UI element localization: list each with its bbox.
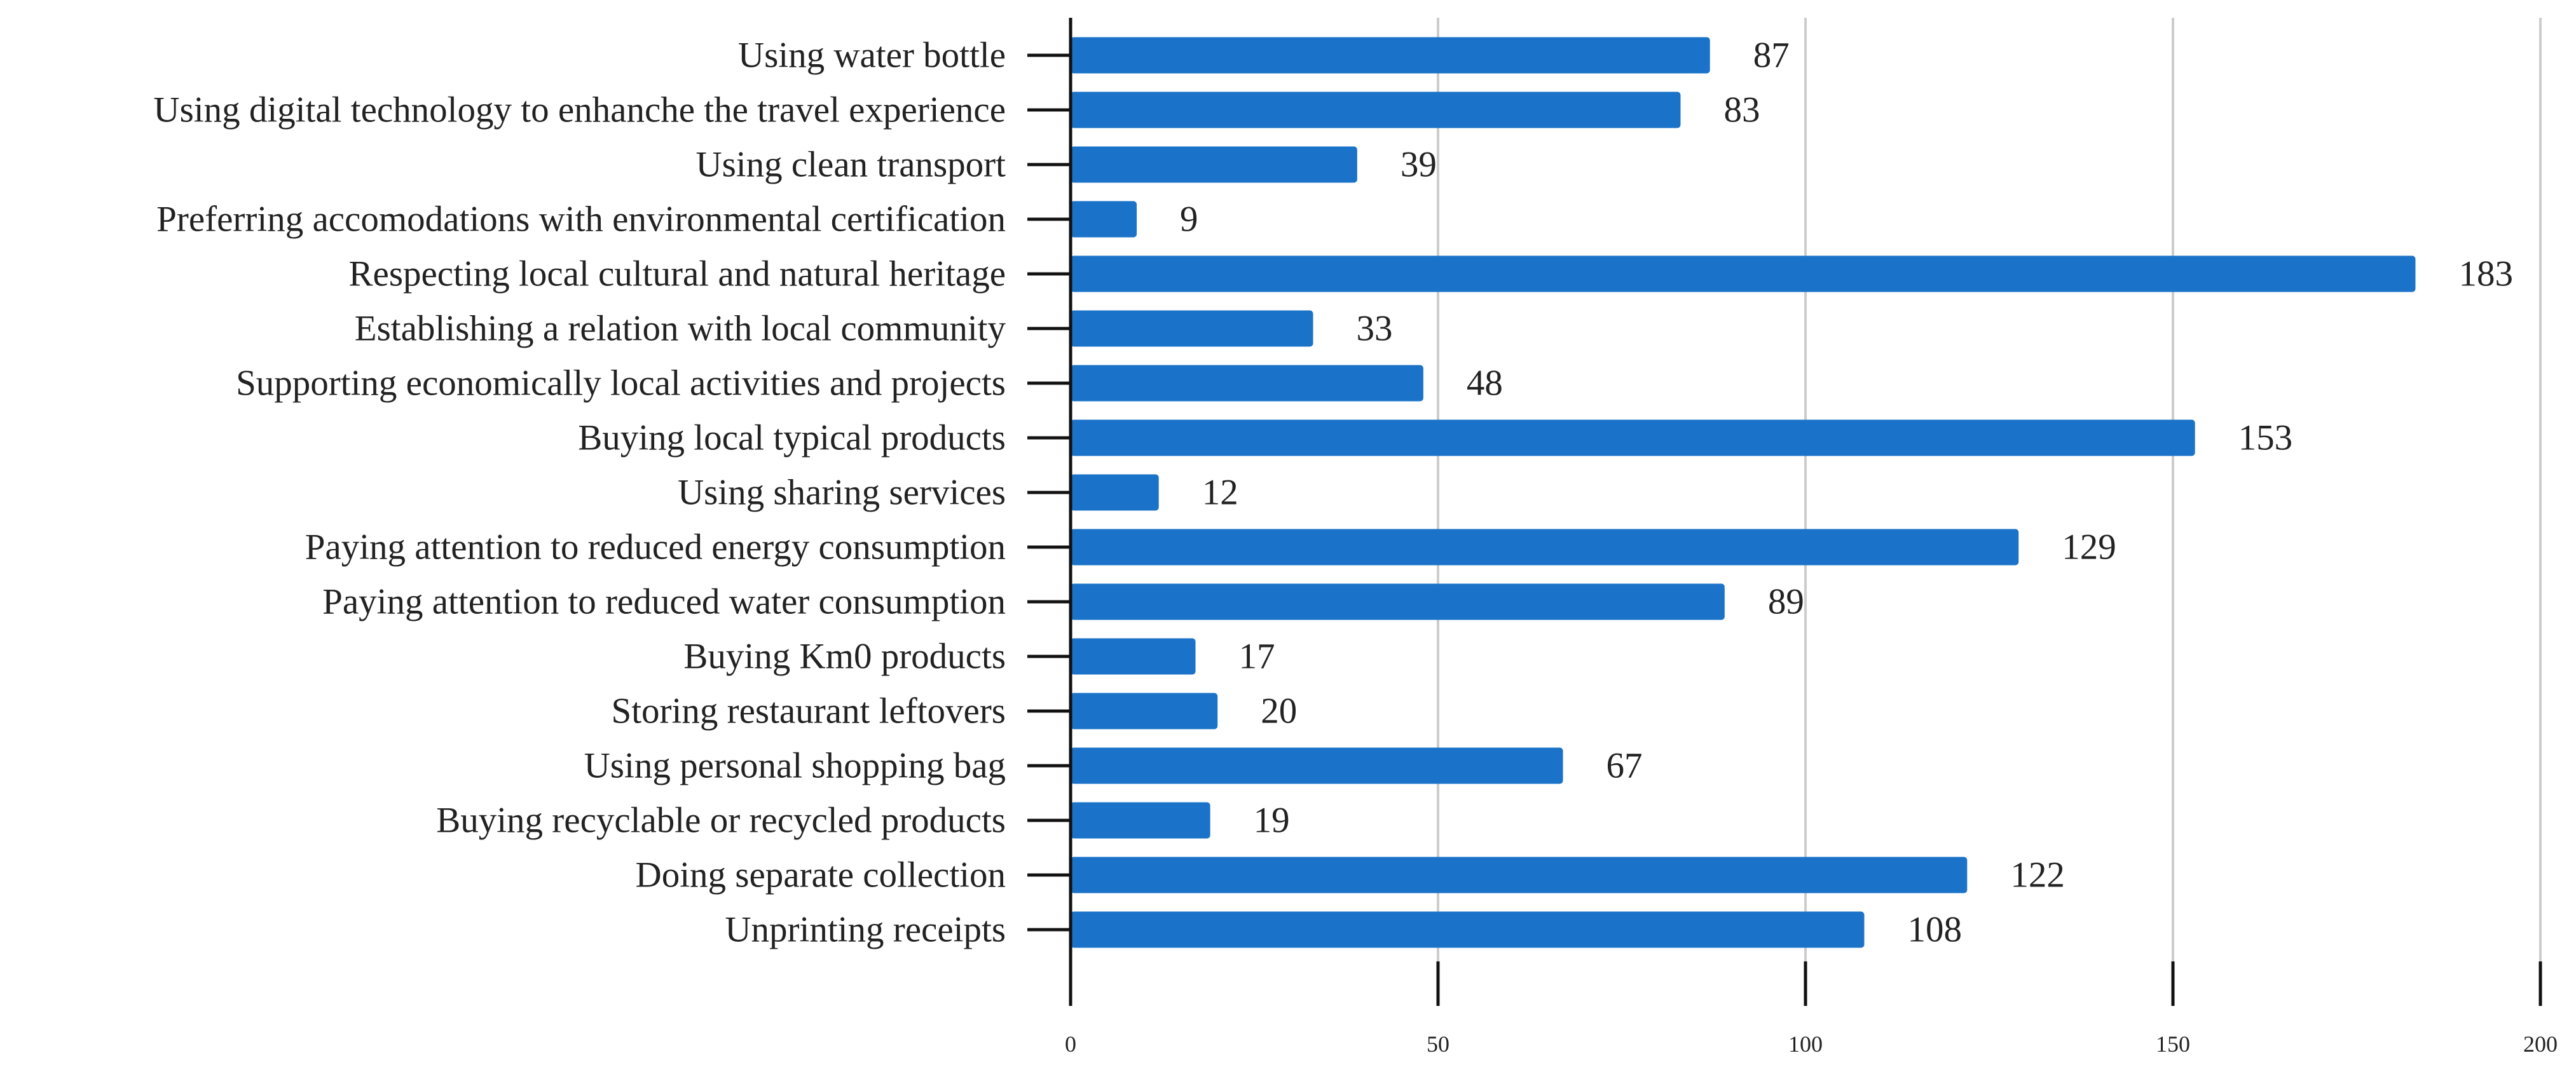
x-tick-label: 0 — [1065, 1031, 1076, 1057]
bars — [1071, 37, 2416, 948]
labels: 0 50 100 150 200 Using water bottle 87 Using di… — [153, 36, 2558, 1057]
x-tick-label: 150 — [2156, 1031, 2190, 1057]
category-label: Paying attention to reduced energy consu… — [305, 527, 1006, 567]
x-tick-label: 100 — [1788, 1031, 1823, 1057]
value-label: 67 — [1607, 746, 1643, 786]
bar — [1071, 255, 2416, 292]
category-label: Buying Km0 products — [683, 637, 1006, 677]
value-label: 108 — [1907, 910, 1962, 950]
bar — [1071, 365, 1423, 402]
value-label: 87 — [1753, 36, 1790, 76]
bar — [1071, 37, 1710, 74]
category-label: Preferring accomodations with environmen… — [156, 200, 1006, 240]
category-label: Buying local typical products — [578, 418, 1006, 458]
value-label: 20 — [1261, 691, 1297, 731]
value-label: 9 — [1180, 200, 1198, 240]
value-label: 129 — [2062, 527, 2116, 567]
value-label: 89 — [1768, 582, 1804, 622]
axes — [1027, 18, 2542, 1006]
bar — [1071, 802, 1210, 839]
category-label: Unprinting receipts — [725, 910, 1006, 950]
bar — [1071, 146, 1357, 183]
category-label: Using personal shopping bag — [584, 746, 1006, 786]
value-label: 39 — [1401, 145, 1437, 185]
value-label: 19 — [1254, 801, 1290, 841]
category-label: Respecting local cultural and natural he… — [349, 254, 1006, 294]
value-label: 33 — [1356, 309, 1392, 349]
category-label: Doing separate collection — [636, 855, 1006, 895]
bar — [1071, 92, 1681, 128]
value-label: 48 — [1467, 363, 1503, 404]
value-label: 153 — [2238, 418, 2293, 458]
value-label: 122 — [2010, 855, 2065, 895]
bar — [1071, 911, 1865, 948]
category-label: Storing restaurant leftovers — [612, 691, 1006, 731]
bar — [1071, 529, 2019, 566]
category-label: Using sharing services — [678, 473, 1006, 513]
value-label: 83 — [1723, 90, 1760, 130]
category-label: Using digital technology to enhanche the… — [153, 90, 1006, 130]
bar — [1071, 201, 1137, 238]
category-label: Buying recyclable or recycled products — [436, 801, 1006, 841]
bar — [1071, 474, 1159, 511]
bar — [1071, 583, 1725, 620]
value-label: 183 — [2458, 254, 2513, 294]
category-label: Using water bottle — [738, 36, 1006, 76]
bar — [1071, 638, 1196, 675]
category-label: Paying attention to reduced water consum… — [322, 582, 1006, 622]
x-tick-label: 200 — [2523, 1031, 2558, 1057]
x-tick-label: 50 — [1427, 1031, 1449, 1057]
bar — [1071, 310, 1313, 347]
bar — [1071, 747, 1563, 784]
bar — [1071, 857, 1968, 893]
grid-lines — [1437, 18, 2542, 971]
value-label: 17 — [1239, 637, 1275, 677]
bar — [1071, 693, 1218, 729]
category-label: Using clean transport — [695, 145, 1006, 185]
category-label: Supporting economically local activities… — [236, 363, 1006, 404]
value-label: 12 — [1202, 473, 1238, 513]
category-label: Establishing a relation with local commu… — [355, 309, 1006, 349]
bar — [1071, 419, 2195, 456]
